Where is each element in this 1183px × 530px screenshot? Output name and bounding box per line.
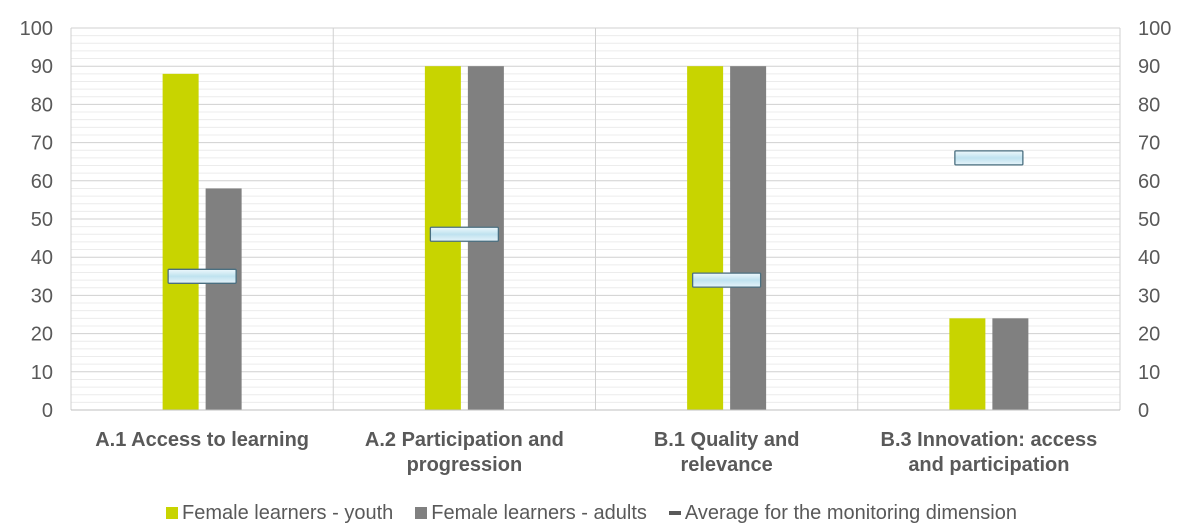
- bar-youth-3: [687, 66, 724, 410]
- legend-swatch-average: [668, 511, 681, 515]
- y-tick-label: 60: [31, 171, 53, 193]
- y2-tick-label: 80: [1138, 94, 1160, 116]
- y-tick-label: 30: [31, 285, 53, 307]
- y-tick-label: 20: [31, 324, 53, 346]
- chart-grid: [70, 27, 1121, 411]
- bar-adults-3: [730, 66, 767, 410]
- y2-tick-label: 0: [1138, 400, 1149, 422]
- average-marker-2: [429, 226, 500, 242]
- y-tick-label: 10: [31, 362, 53, 384]
- y2-tick-label: 90: [1138, 56, 1160, 78]
- x-category-label-line: relevance: [680, 454, 772, 476]
- x-category-label-line: B.1 Quality and: [654, 429, 800, 451]
- y-tick-label: 70: [31, 133, 53, 155]
- x-category-label-line: and participation: [908, 454, 1069, 476]
- y2-tick-label: 60: [1138, 171, 1160, 193]
- x-category-label-2: A.2 Participation and progression: [365, 429, 564, 476]
- chart-bars: [162, 66, 1029, 410]
- y-tick-label: 0: [42, 400, 53, 422]
- x-category-label-line: B.3 Innovation: access: [881, 429, 1098, 451]
- bar-adults-1: [205, 188, 242, 410]
- y2-tick-label: 40: [1138, 247, 1160, 269]
- bar-youth-4: [949, 318, 986, 410]
- legend-label-youth: Female learners - youth: [182, 501, 394, 524]
- y2-tick-label: 20: [1138, 324, 1160, 346]
- x-category-label-1: A.1 Access to learning: [95, 429, 309, 451]
- x-category-label-4: B.3 Innovation: access and participation: [881, 429, 1098, 476]
- y-tick-label: 80: [31, 94, 53, 116]
- legend-swatch-youth: [166, 507, 179, 519]
- chart-legend: Female learners - youth Female learners …: [0, 496, 1183, 530]
- bar-youth-1: [162, 73, 199, 410]
- legend-label-adults: Female learners - adults: [431, 501, 647, 524]
- bar-chart: 0 10 20 30 40 50 60 70 80 90 100 0 10 20 30 40 50 60 70 80 9…: [20, 18, 1172, 476]
- y-tick-label: 100: [20, 18, 53, 40]
- x-category-label-3: B.1 Quality and relevance: [654, 429, 800, 476]
- x-category-label-line: progression: [407, 454, 523, 476]
- legend-item-adults: Female learners - adults: [415, 502, 647, 525]
- y-tick-label: 50: [31, 209, 53, 231]
- y2-tick-label: 50: [1138, 209, 1160, 231]
- legend-swatch-adults: [415, 507, 428, 519]
- chart-average-markers: [167, 150, 1024, 288]
- y-tick-label: 90: [31, 56, 53, 78]
- average-marker-4: [954, 150, 1024, 166]
- x-category-label-line: A.1 Access to learning: [95, 429, 309, 451]
- bar-adults-4: [992, 318, 1029, 410]
- y-tick-label: 40: [31, 247, 53, 269]
- x-category-label-line: A.2 Participation and: [365, 429, 564, 451]
- y2-tick-label: 30: [1138, 285, 1160, 307]
- legend-item-average: Average for the monitoring dimension: [668, 501, 1017, 525]
- y2-tick-label: 10: [1138, 362, 1160, 384]
- y2-tick-label: 100: [1138, 18, 1171, 40]
- legend-item-youth: Female learners - youth: [166, 502, 393, 525]
- average-marker-3: [691, 272, 762, 288]
- y2-tick-label: 70: [1138, 133, 1160, 155]
- legend-label-average: Average for the monitoring dimension: [684, 501, 1017, 524]
- average-marker-1: [167, 268, 237, 284]
- chart-axes: 0 10 20 30 40 50 60 70 80 90 100 0 10 20 30 40 50 60 70 80 9…: [20, 18, 1172, 476]
